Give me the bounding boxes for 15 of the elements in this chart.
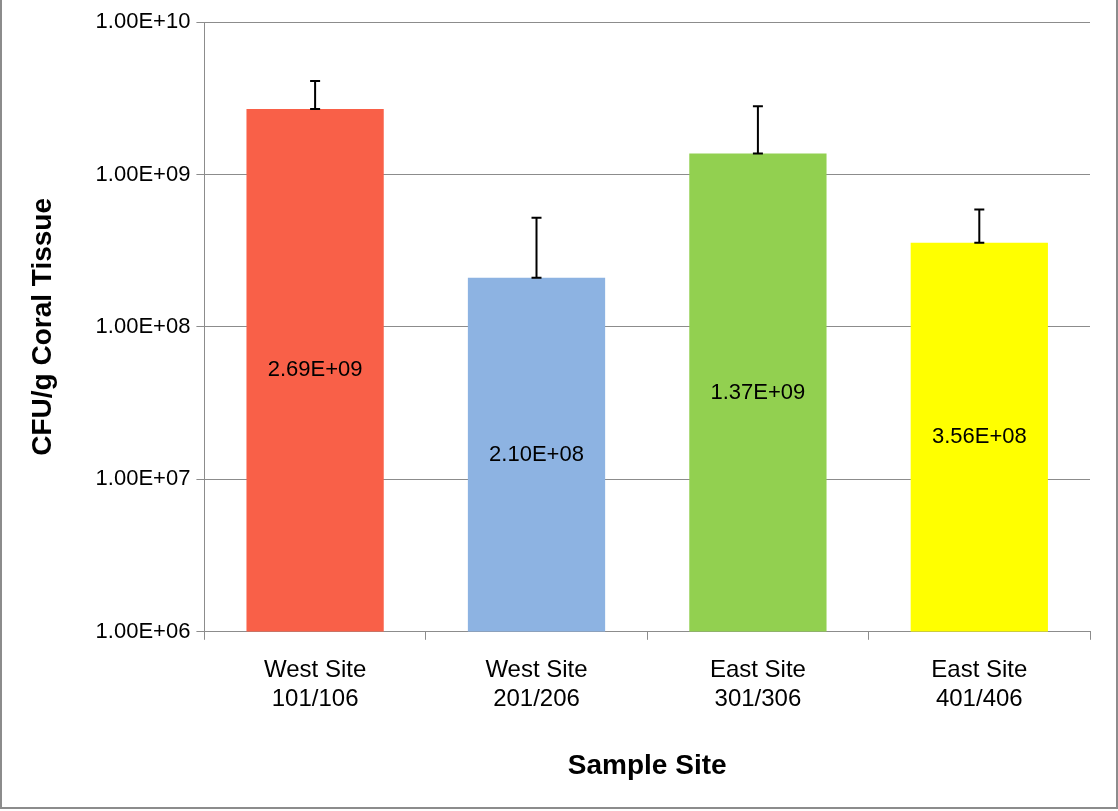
x-axis-title: Sample Site — [567, 748, 727, 780]
data-label: 2.10E+08 — [489, 440, 584, 466]
y-tick-label: 1.00E+09 — [95, 160, 191, 186]
y-tick-label: 1.00E+07 — [95, 465, 191, 491]
y-axis-title: CFU/g Coral Tissue — [25, 198, 57, 456]
x-tick-label: West Site 101/106 — [263, 654, 367, 711]
x-tick-label: West Site 201/206 — [485, 654, 588, 711]
x-tick-label: East Site 401/406 — [931, 654, 1028, 711]
data-label: 1.37E+09 — [710, 378, 806, 404]
y-tick-label: 1.00E+08 — [95, 312, 191, 338]
data-label: 2.69E+09 — [267, 356, 363, 382]
data-label: 3.56E+08 — [931, 423, 1027, 449]
y-tick-label: 1.00E+06 — [95, 617, 191, 643]
x-tick-label: East Site 301/306 — [709, 654, 806, 711]
y-tick-label: 1.00E+10 — [95, 8, 191, 34]
